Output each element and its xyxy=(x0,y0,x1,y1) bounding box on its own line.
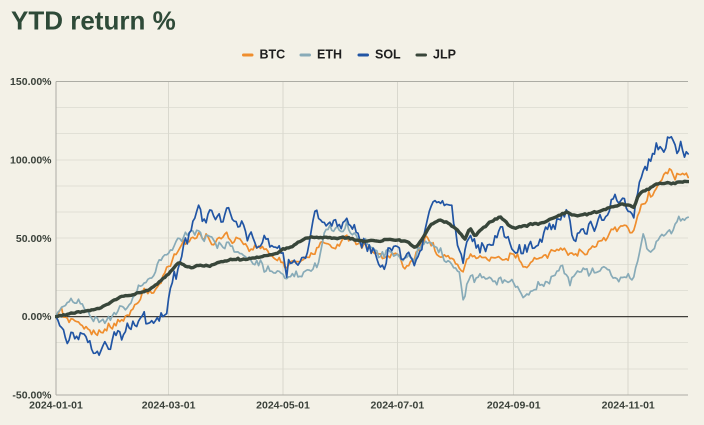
svg-text:50.00%: 50.00% xyxy=(16,233,52,245)
svg-text:2024-05-01: 2024-05-01 xyxy=(256,400,310,412)
svg-text:BTC: BTC xyxy=(260,48,286,62)
svg-text:ETH: ETH xyxy=(317,48,342,62)
svg-text:2024-01-01: 2024-01-01 xyxy=(29,400,83,412)
svg-text:2024-07-01: 2024-07-01 xyxy=(371,400,425,412)
svg-text:0.00%: 0.00% xyxy=(22,311,52,323)
svg-text:100.00%: 100.00% xyxy=(10,154,52,166)
svg-text:SOL: SOL xyxy=(375,48,401,62)
svg-text:2024-11-01: 2024-11-01 xyxy=(602,400,655,412)
svg-text:150.00%: 150.00% xyxy=(10,76,52,88)
svg-text:JLP: JLP xyxy=(433,48,456,62)
svg-text:YTD return %: YTD return % xyxy=(11,6,176,36)
svg-text:-50.00%: -50.00% xyxy=(12,390,52,402)
svg-text:2024-09-01: 2024-09-01 xyxy=(487,400,541,412)
svg-text:2024-03-01: 2024-03-01 xyxy=(142,400,196,412)
